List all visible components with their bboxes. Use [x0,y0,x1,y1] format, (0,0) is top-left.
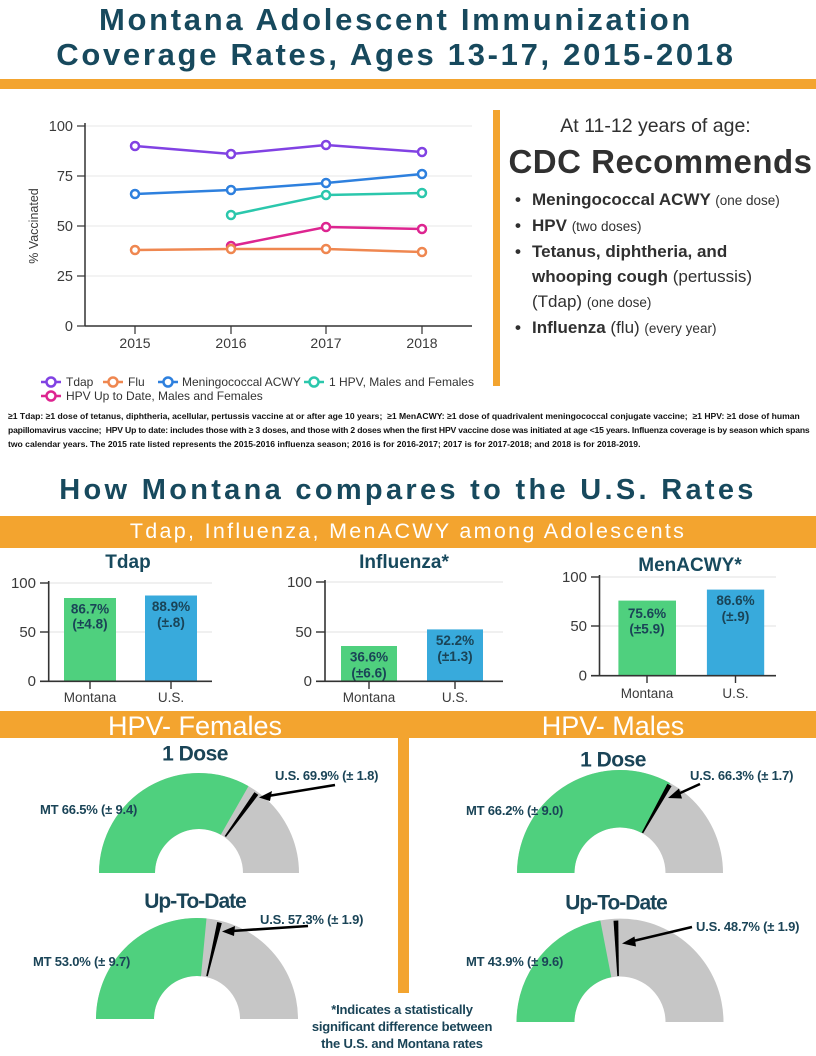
svg-text:Tdap: Tdap [105,552,150,573]
svg-text:Montana: Montana [64,690,117,705]
svg-text:50: 50 [570,618,587,635]
svg-text:100: 100 [49,119,73,135]
svg-text:(±5.9): (±5.9) [629,622,664,637]
svg-text:U.S. 69.9% (± 1.8): U.S. 69.9% (± 1.8) [275,768,378,783]
svg-text:50: 50 [295,624,312,641]
svg-text:(±.8): (±.8) [157,615,185,630]
svg-text:U.S. 57.3% (± 1.9): U.S. 57.3% (± 1.9) [260,912,363,927]
svg-text:1 HPV, Males and Females: 1 HPV, Males and Females [329,375,474,389]
svg-text:86.6%: 86.6% [716,593,754,608]
svg-text:Up-To-Date: Up-To-Date [565,892,667,915]
svg-text:U.S.: U.S. [442,690,468,705]
svg-text:50: 50 [57,219,73,235]
svg-text:U.S. 66.3% (± 1.7): U.S. 66.3% (± 1.7) [690,768,793,783]
svg-text:100: 100 [562,569,587,586]
svg-text:2015: 2015 [119,335,150,351]
svg-text:MT 53.0% (± 9.7): MT 53.0% (± 9.7) [33,954,130,969]
svg-text:(±.9): (±.9) [722,609,750,624]
svg-text:100: 100 [11,575,36,592]
svg-text:Meningococcal ACWY: Meningococcal ACWY [182,375,301,389]
svg-text:0: 0 [65,319,73,335]
svg-text:(±1.3): (±1.3) [437,649,472,664]
svg-text:Tdap: Tdap [66,375,94,389]
svg-text:50: 50 [19,624,36,641]
svg-text:Montana: Montana [621,686,674,701]
svg-text:75: 75 [57,169,73,185]
svg-text:0: 0 [579,668,587,685]
svg-text:Influenza*: Influenza* [359,552,449,573]
svg-text:25: 25 [57,269,73,285]
svg-text:52.2%: 52.2% [436,633,474,648]
svg-text:% Vaccinated: % Vaccinated [27,188,41,264]
svg-text:75.6%: 75.6% [628,606,666,621]
svg-text:0: 0 [304,673,312,690]
svg-text:Montana: Montana [343,690,396,705]
svg-text:MenACWY*: MenACWY* [638,555,742,576]
svg-text:Up-To-Date: Up-To-Date [144,890,246,913]
svg-text:100: 100 [287,574,312,591]
svg-text:(±4.8): (±4.8) [72,617,107,632]
svg-text:HPV Up to Date, Males and Fema: HPV Up to Date, Males and Females [66,389,263,403]
svg-text:86.7%: 86.7% [71,602,109,617]
svg-text:1 Dose: 1 Dose [580,749,646,772]
svg-text:2018: 2018 [406,335,437,351]
svg-text:U.S. 48.7% (± 1.9): U.S. 48.7% (± 1.9) [696,919,799,934]
svg-text:(±6.6): (±6.6) [351,666,386,681]
svg-text:MT 66.5% (± 9.4): MT 66.5% (± 9.4) [40,802,137,817]
svg-text:36.6%: 36.6% [350,650,388,665]
svg-text:88.9%: 88.9% [152,599,190,614]
svg-text:2016: 2016 [215,335,246,351]
svg-text:MT 43.9% (± 9.6): MT 43.9% (± 9.6) [466,954,563,969]
svg-text:Flu: Flu [128,375,145,389]
svg-text:2017: 2017 [310,335,341,351]
svg-text:1 Dose: 1 Dose [162,743,228,766]
svg-text:0: 0 [28,673,36,690]
svg-text:U.S.: U.S. [158,690,184,705]
svg-text:U.S.: U.S. [722,686,748,701]
svg-text:MT 66.2% (± 9.0): MT 66.2% (± 9.0) [466,803,563,818]
